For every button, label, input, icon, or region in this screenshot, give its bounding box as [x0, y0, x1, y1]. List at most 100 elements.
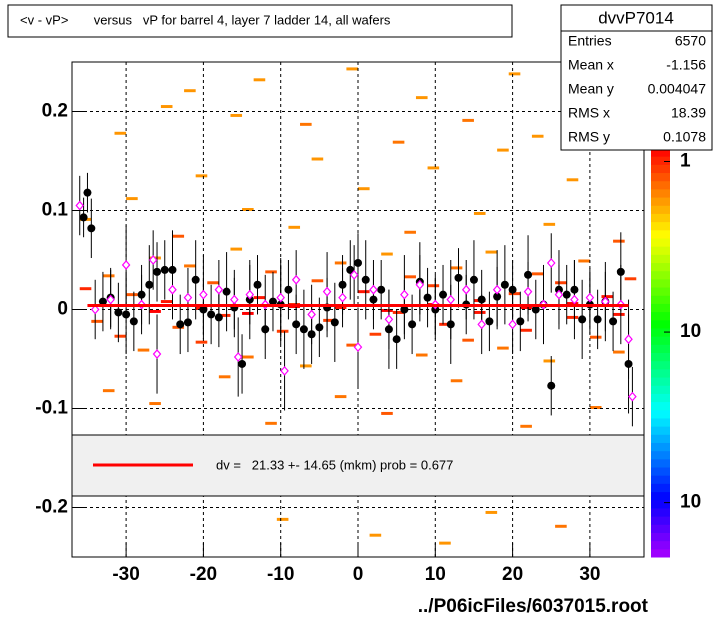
histogram-cell — [311, 157, 324, 161]
histogram-cell — [450, 379, 463, 383]
palette-step — [651, 458, 670, 468]
histogram-cell — [485, 250, 498, 254]
point — [585, 292, 595, 303]
point — [214, 284, 224, 295]
palette-step — [651, 450, 670, 460]
y-tick-label: 0.2 — [42, 101, 68, 122]
histogram-cell — [369, 533, 382, 537]
point — [384, 314, 394, 325]
point — [160, 265, 169, 274]
histogram-cell — [172, 234, 185, 238]
palette-step — [651, 270, 670, 280]
histogram-cell — [613, 350, 625, 354]
z-tick-label: 1 — [680, 151, 691, 172]
histogram-cell — [392, 140, 405, 144]
point — [516, 317, 525, 326]
point — [369, 284, 378, 295]
histogram-cell — [531, 272, 544, 276]
palette-step — [651, 197, 670, 206]
point — [122, 310, 131, 319]
histogram-cell — [218, 313, 231, 317]
histogram-cell — [462, 118, 474, 122]
point — [268, 297, 277, 306]
histogram-cell — [392, 310, 405, 314]
y-tick-label: -0.2 — [35, 497, 68, 518]
palette-step — [651, 377, 670, 386]
point — [199, 289, 208, 300]
y-tick-label: -0.1 — [35, 398, 68, 419]
stats-box — [560, 4, 713, 151]
x-tick-label: 0 — [353, 564, 364, 585]
x-tick-label: 10 — [425, 564, 446, 585]
point — [153, 267, 162, 276]
histogram-cell — [184, 264, 196, 268]
histogram-cell — [346, 343, 358, 347]
histogram-cell — [207, 281, 219, 285]
histogram-cell — [311, 279, 324, 283]
palette-step — [651, 213, 670, 223]
histogram-cell — [520, 424, 532, 428]
histogram-cell — [381, 252, 393, 256]
point — [207, 310, 216, 319]
stats-title: dvvP7014 — [598, 8, 674, 27]
point — [624, 334, 633, 345]
palette-step — [651, 188, 670, 198]
histogram-cell — [137, 348, 150, 352]
histogram-cell — [126, 197, 138, 201]
histogram-cell — [369, 332, 382, 336]
point — [322, 286, 332, 297]
point — [299, 325, 308, 334]
point — [461, 284, 471, 295]
histogram-cell — [566, 178, 579, 182]
z-tick-label: 10 — [680, 321, 701, 342]
palette-step — [651, 426, 670, 435]
histogram-cell — [114, 131, 127, 135]
palette-step — [651, 467, 670, 476]
title-box — [7, 4, 513, 38]
point — [315, 323, 324, 332]
point — [408, 320, 417, 329]
palette-step — [651, 491, 670, 501]
point — [230, 294, 239, 305]
point — [508, 285, 517, 294]
histogram-cell — [346, 67, 358, 71]
point — [90, 304, 100, 315]
histogram-cell — [520, 328, 532, 332]
stats-label: RMS x — [568, 105, 610, 121]
point — [500, 280, 509, 289]
palette-step — [651, 475, 670, 484]
x-tick-label: 30 — [579, 564, 600, 585]
point — [83, 188, 92, 197]
histogram-cell — [555, 524, 567, 528]
point — [106, 294, 115, 305]
histogram-cell — [508, 72, 521, 76]
palette-step — [651, 246, 670, 255]
histogram-cell — [126, 293, 138, 297]
palette-step — [651, 327, 670, 337]
histogram-cell — [566, 315, 579, 319]
point — [87, 224, 96, 233]
histogram-cell — [531, 134, 544, 138]
point — [148, 255, 158, 265]
histogram-cell — [102, 389, 115, 393]
palette-step — [651, 344, 670, 353]
stats-value: 0.1078 — [663, 129, 706, 145]
histogram-cell — [555, 281, 567, 285]
histogram-cell — [404, 230, 416, 234]
histogram-cell — [508, 292, 521, 296]
point — [114, 308, 123, 317]
point — [176, 320, 185, 329]
palette-step — [651, 172, 670, 182]
histogram-cell — [358, 290, 370, 294]
point — [547, 381, 556, 390]
legend-label: dv = 21.33 +- 14.65 (mkm) prob = 0.677 — [216, 457, 453, 472]
palette-step — [651, 180, 670, 190]
point — [291, 274, 301, 285]
palette-step — [651, 229, 670, 239]
point — [338, 292, 347, 303]
point — [469, 275, 478, 284]
histogram-cell — [601, 295, 614, 299]
histogram-cell — [415, 353, 428, 357]
point — [276, 292, 285, 303]
point — [377, 285, 386, 294]
